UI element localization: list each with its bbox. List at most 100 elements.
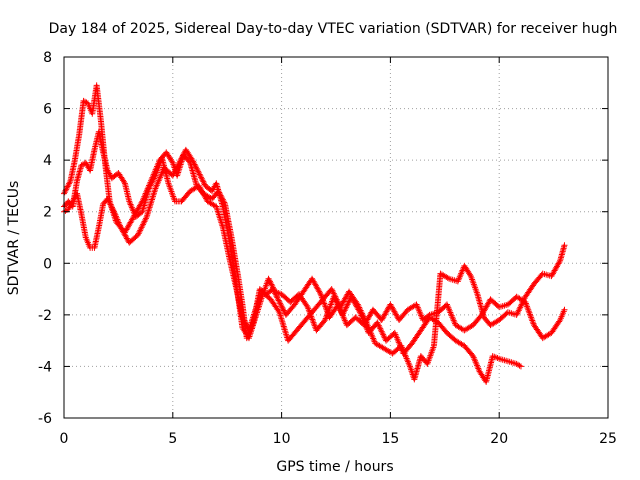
data-trace bbox=[424, 344, 437, 366]
data-trace bbox=[135, 215, 149, 237]
data-trace bbox=[470, 354, 482, 374]
data-trace bbox=[436, 320, 449, 335]
x-tick-label: 25 bbox=[599, 431, 617, 447]
data-trace bbox=[340, 295, 354, 317]
data-point bbox=[265, 275, 272, 282]
y-tick-label: -6 bbox=[38, 411, 52, 427]
data-trace bbox=[127, 233, 140, 245]
data-trace bbox=[82, 98, 90, 106]
data-trace bbox=[96, 202, 106, 229]
data-trace bbox=[411, 354, 424, 381]
data-trace bbox=[72, 132, 82, 162]
data-trace bbox=[100, 151, 111, 172]
data-trace bbox=[305, 305, 319, 332]
data-trace bbox=[76, 99, 87, 136]
data-trace bbox=[428, 315, 440, 325]
data-trace bbox=[418, 315, 432, 332]
data-point bbox=[276, 298, 283, 305]
chart-title: Day 184 of 2025, Sidereal Day-to-day VTE… bbox=[49, 21, 618, 37]
data-trace bbox=[101, 197, 110, 206]
data-trace bbox=[522, 300, 537, 327]
data-trace bbox=[491, 353, 501, 362]
data-trace bbox=[273, 289, 283, 297]
data-trace bbox=[379, 302, 393, 322]
data-trace bbox=[105, 197, 117, 214]
data-trace bbox=[532, 271, 545, 286]
data-trace bbox=[557, 243, 568, 263]
y-tick-label: 6 bbox=[43, 102, 52, 118]
data-trace bbox=[67, 158, 78, 183]
data-trace bbox=[312, 297, 325, 312]
y-tick-label: 8 bbox=[43, 50, 52, 66]
data-trace bbox=[462, 264, 473, 278]
data-trace bbox=[488, 317, 501, 328]
data-trace bbox=[91, 225, 102, 250]
data-trace bbox=[294, 318, 308, 333]
data-trace bbox=[188, 183, 201, 194]
data-trace bbox=[438, 271, 451, 281]
data-trace bbox=[166, 181, 178, 203]
axis-ticks: 0 5 10 15 20 25 -6 -4 -2 0 2 4 6 8 bbox=[38, 50, 617, 447]
data-trace bbox=[87, 148, 98, 172]
data-trace bbox=[506, 309, 518, 318]
data-trace bbox=[349, 295, 363, 314]
data-trace bbox=[488, 297, 501, 310]
data-trace bbox=[375, 321, 389, 343]
data-trace bbox=[233, 279, 246, 330]
x-tick-label: 15 bbox=[381, 431, 399, 447]
x-tick-label: 10 bbox=[273, 431, 291, 447]
data-trace bbox=[111, 210, 123, 229]
data-trace bbox=[447, 276, 460, 284]
y-tick-label: -4 bbox=[38, 359, 52, 375]
data-trace bbox=[122, 181, 132, 203]
data-trace bbox=[388, 302, 402, 322]
data-trace bbox=[286, 328, 299, 343]
data-trace bbox=[549, 318, 563, 335]
data-trace bbox=[220, 205, 233, 242]
data-trace bbox=[531, 323, 545, 340]
data-point bbox=[176, 159, 183, 166]
data-trace bbox=[296, 292, 310, 309]
data-trace bbox=[252, 295, 265, 319]
plot-frame bbox=[63, 56, 609, 419]
data-trace bbox=[96, 130, 106, 154]
data-trace bbox=[203, 183, 214, 194]
data-trace bbox=[62, 206, 70, 214]
data-trace bbox=[153, 166, 167, 190]
x-axis-label: GPS time / hours bbox=[276, 459, 393, 475]
data-trace bbox=[78, 212, 89, 239]
data-trace bbox=[444, 303, 459, 327]
data-trace bbox=[74, 192, 85, 216]
data-trace bbox=[497, 356, 510, 364]
data-trace bbox=[144, 187, 158, 219]
data-point bbox=[104, 195, 111, 202]
data-trace bbox=[220, 225, 233, 260]
data-trace bbox=[222, 202, 235, 239]
y-tick-label: 0 bbox=[43, 256, 52, 272]
data-trace bbox=[284, 302, 297, 317]
y-tick-label: -2 bbox=[38, 308, 52, 324]
data-trace bbox=[170, 161, 182, 178]
data-trace bbox=[541, 330, 553, 341]
data-trace bbox=[268, 297, 282, 314]
data-trace bbox=[462, 323, 475, 333]
data-trace bbox=[196, 184, 210, 203]
y-axis-label: SDTVAR / TECUs bbox=[6, 181, 22, 296]
data-trace bbox=[179, 189, 193, 204]
data-trace bbox=[506, 358, 518, 367]
data-point bbox=[145, 185, 152, 192]
data-trace bbox=[116, 171, 127, 185]
data-trace bbox=[414, 303, 426, 322]
data-trace bbox=[462, 344, 475, 358]
data-trace bbox=[276, 310, 291, 343]
data-trace bbox=[118, 225, 132, 245]
data-trace bbox=[549, 259, 563, 278]
data-trace bbox=[309, 277, 323, 296]
data-trace bbox=[514, 295, 528, 317]
data-trace bbox=[93, 84, 104, 123]
data-trace bbox=[557, 308, 567, 322]
data-trace bbox=[146, 174, 158, 191]
data-trace bbox=[401, 341, 415, 356]
y-tick-label: 4 bbox=[43, 153, 52, 169]
x-tick-label: 0 bbox=[60, 431, 69, 447]
